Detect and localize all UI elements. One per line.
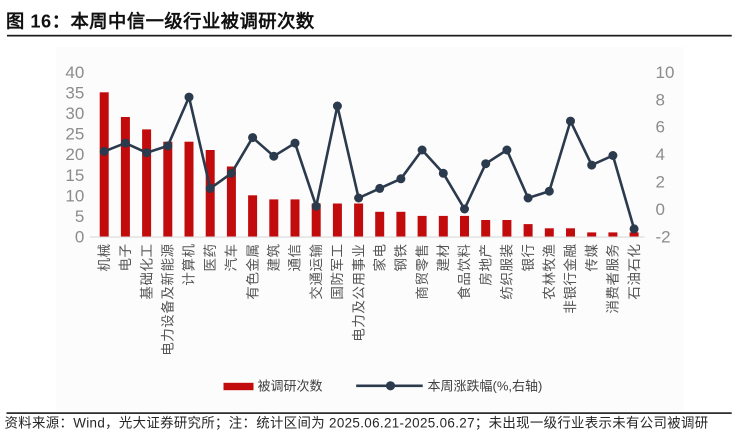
svg-text:建筑: 建筑 bbox=[267, 243, 282, 271]
svg-text:计算机: 计算机 bbox=[182, 243, 197, 285]
svg-text:汽车: 汽车 bbox=[223, 243, 239, 271]
svg-text:电子: 电子 bbox=[118, 243, 133, 271]
svg-text:40: 40 bbox=[65, 63, 84, 82]
svg-text:食品饮料: 食品饮料 bbox=[456, 243, 472, 299]
svg-text:商贸零售: 商贸零售 bbox=[415, 243, 430, 299]
svg-text:纺织服装: 纺织服装 bbox=[500, 243, 515, 299]
svg-text:农林牧渔: 农林牧渔 bbox=[542, 243, 557, 299]
svg-text:机械: 机械 bbox=[97, 243, 112, 271]
svg-text:非银行金融: 非银行金融 bbox=[563, 243, 578, 313]
svg-text:电力及公用事业: 电力及公用事业 bbox=[351, 243, 366, 341]
svg-text:0: 0 bbox=[75, 228, 84, 247]
svg-text:国防军工: 国防军工 bbox=[330, 243, 345, 299]
svg-text:交通运输: 交通运输 bbox=[308, 243, 324, 299]
svg-text:15: 15 bbox=[65, 166, 84, 185]
svg-text:10: 10 bbox=[656, 63, 675, 82]
svg-text:基础化工: 基础化工 bbox=[138, 243, 154, 299]
svg-text:图 16：本周中信一级行业被调研次数: 图 16：本周中信一级行业被调研次数 bbox=[6, 11, 315, 32]
svg-text:电力设备及新能源: 电力设备及新能源 bbox=[160, 243, 176, 355]
svg-text:6: 6 bbox=[656, 118, 665, 137]
svg-text:4: 4 bbox=[656, 145, 665, 164]
svg-text:消费者服务: 消费者服务 bbox=[606, 243, 621, 313]
svg-text:建材: 建材 bbox=[436, 243, 451, 271]
svg-text:5: 5 bbox=[75, 207, 84, 226]
svg-text:石油石化: 石油石化 bbox=[627, 243, 642, 299]
svg-text:通信: 通信 bbox=[288, 243, 303, 271]
svg-text:有色金属: 有色金属 bbox=[244, 243, 260, 299]
svg-text:35: 35 bbox=[65, 83, 84, 102]
svg-text:8: 8 bbox=[656, 90, 665, 109]
svg-text:钢铁: 钢铁 bbox=[394, 243, 409, 271]
svg-text:传媒: 传媒 bbox=[584, 243, 599, 271]
svg-text:-2: -2 bbox=[656, 228, 671, 247]
svg-text:家电: 家电 bbox=[371, 243, 387, 271]
svg-text:2: 2 bbox=[656, 173, 665, 192]
svg-text:被调研次数: 被调研次数 bbox=[258, 378, 323, 393]
svg-text:10: 10 bbox=[65, 186, 84, 205]
svg-text:资料来源：Wind，光大证券研究所；注：统计区间为 2025: 资料来源：Wind，光大证券研究所；注：统计区间为 2025.06.21-202… bbox=[5, 415, 709, 431]
svg-text:本周涨跌幅(%,右轴): 本周涨跌幅(%,右轴) bbox=[428, 378, 543, 393]
svg-text:30: 30 bbox=[65, 104, 84, 123]
svg-text:房地产: 房地产 bbox=[478, 243, 493, 285]
svg-text:0: 0 bbox=[656, 200, 665, 219]
svg-text:25: 25 bbox=[65, 125, 84, 144]
svg-text:医药: 医药 bbox=[203, 243, 218, 271]
svg-text:银行: 银行 bbox=[521, 243, 536, 271]
svg-text:20: 20 bbox=[65, 145, 84, 164]
